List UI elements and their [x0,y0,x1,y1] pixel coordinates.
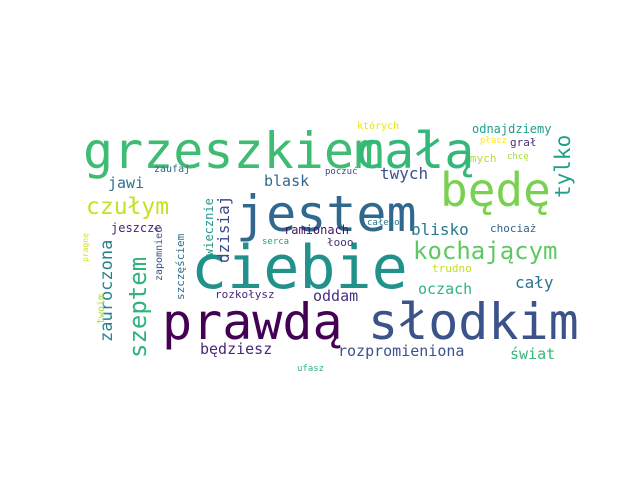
word-calego: całego [367,218,400,228]
word-odnajdziemy: odnajdziemy [472,122,551,136]
word-wiecznie: wiecznie [202,198,216,256]
word-rozkolysz: rozkołysz [215,288,275,301]
word-pragne: pragnę [81,233,90,262]
word-trudno: trudno [432,262,472,275]
word-ciebie: ciebie [191,233,408,303]
word-serca: serca [262,237,289,247]
word-jawi: jawi [108,174,144,192]
word-ramionach: ramionach [284,223,349,237]
word-poczuc: poczuć [325,166,358,177]
word-looo: łooo [327,236,354,249]
word-swiat: świat [510,345,555,363]
word-twoim: twoim [96,294,107,324]
word-szczesciem: szczęściem [174,233,187,300]
word-placz: płacz [480,136,507,146]
word-blask: blask [264,172,309,190]
word-cala: całą [354,122,474,180]
word-kochajacym: kochającym [413,237,558,265]
word-twych: twych [380,164,428,183]
word-oczach: oczach [418,280,472,298]
word-slodkim: słodkim [368,293,579,351]
word-chociaz: chociaż [490,222,536,235]
word-tylko: tylko [551,135,575,198]
word-gral: grał [510,136,537,149]
word-zauroczona: zauroczona [97,240,117,342]
word-prawda: prawdą [162,293,343,351]
word-mych: mych [470,152,497,165]
word-caly: cały [515,273,554,292]
word-jeszcze: jeszcze [111,221,162,235]
word-chce: chcę [507,152,529,162]
word-czulym: czułym [86,194,169,220]
word-ktorych: których [357,120,399,132]
word-szeptem: szeptem [124,257,152,358]
word-oddam: oddam [313,287,358,305]
word-blisko: blisko [411,220,469,239]
word-ufasz: ufasz [297,364,324,374]
word-zaufaj: zaufaj [154,164,190,175]
word-bedziesz: będziesz [200,340,272,358]
word-rozpromieniona: rozpromieniona [338,342,464,360]
word-jestem: jestem [236,185,417,243]
word-zapomniec: zapomnieć [153,227,165,281]
word-dzisiaj: dzisiaj [214,196,233,263]
word-bede: będę [440,163,551,217]
word-grzeszkiem: grzeszkiem [83,122,384,180]
